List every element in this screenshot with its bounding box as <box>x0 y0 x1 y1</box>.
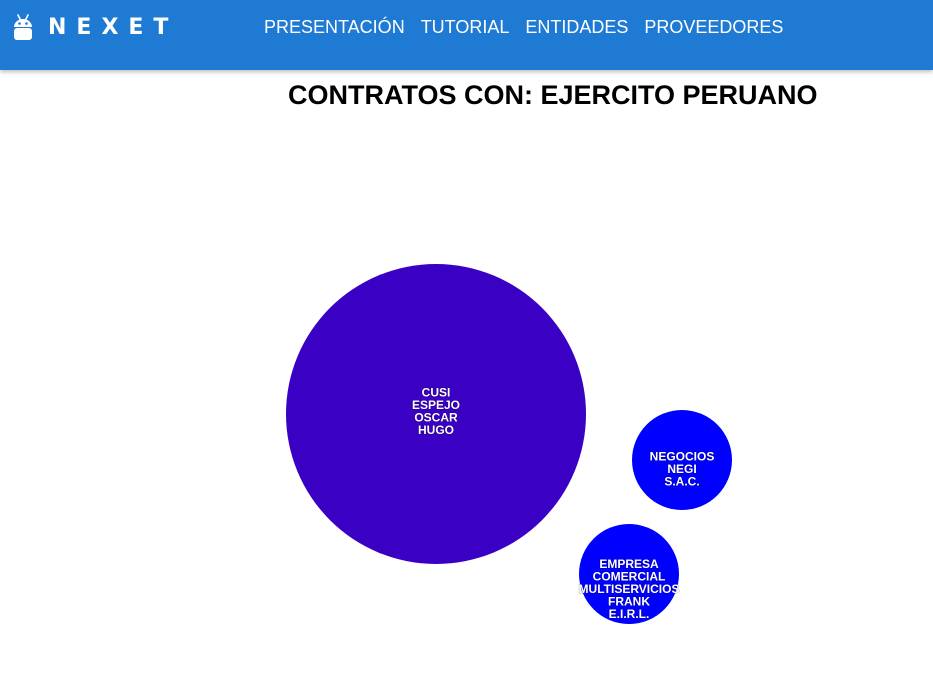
bubble-label-line: HUGO <box>418 423 454 437</box>
bubble-label-line: S.A.C. <box>664 475 699 489</box>
bubble-node[interactable]: NEGOCIOS NEGI S.A.C. <box>632 410 732 510</box>
bubble-node[interactable]: CUSI ESPEJO OSCAR HUGO <box>286 264 586 564</box>
bubble-node[interactable]: EMPRESA COMERCIAL MULTISERVICIOS FRANK E.I.R… <box>579 524 680 624</box>
bubble-label-line: E.I.R.L. <box>609 607 650 621</box>
